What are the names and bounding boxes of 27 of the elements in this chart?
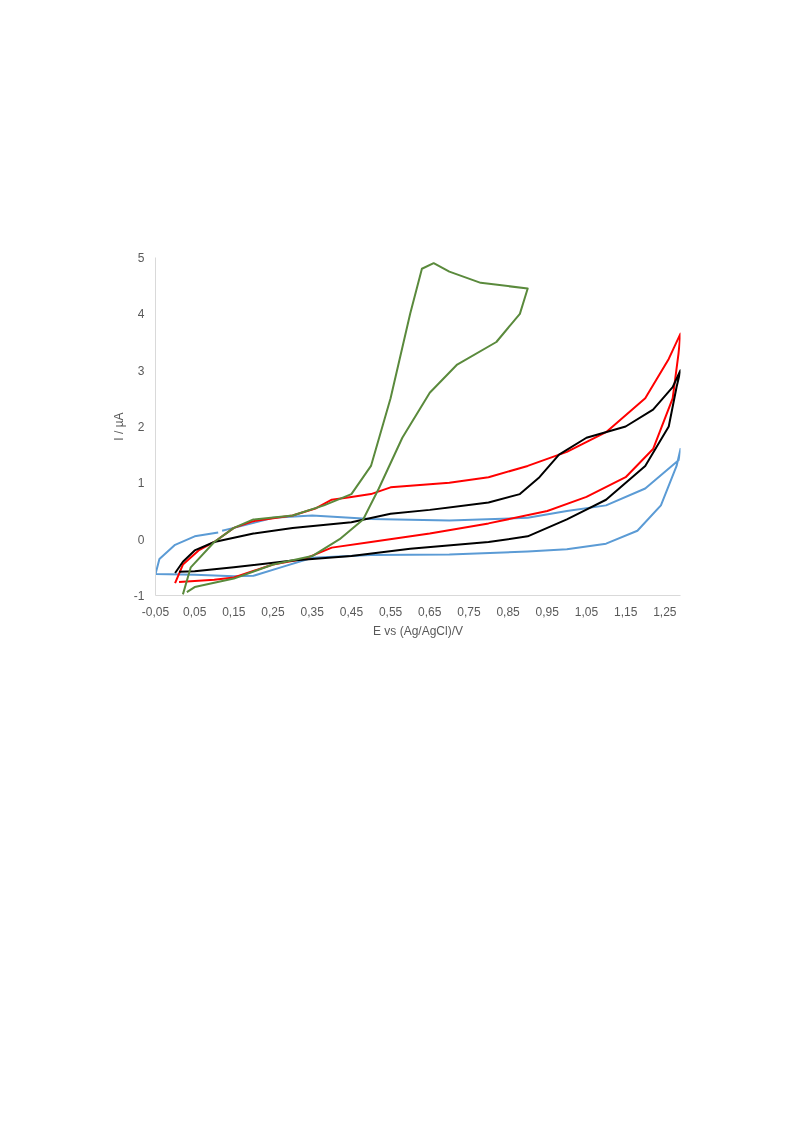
x-tick-label: -0,05 xyxy=(141,604,170,619)
y-tick-label: 5 xyxy=(137,251,145,265)
y-axis-title: I / µA xyxy=(111,412,126,441)
line-series xyxy=(181,262,529,596)
x-tick-label: 0,65 xyxy=(418,604,442,619)
x-tick-label: 0,55 xyxy=(378,604,403,619)
y-tick-label: 0 xyxy=(137,532,145,547)
x-tick-label: 0,25 xyxy=(261,604,286,619)
x-tick-label: 0,45 xyxy=(339,604,364,619)
line-series xyxy=(174,369,681,574)
x-tick-label: 0,05 xyxy=(183,604,207,619)
x-axis-title: E vs (Ag/AgCl)/V xyxy=(372,623,464,638)
x-tick-label: 1,05 xyxy=(574,604,599,619)
y-tick-label: 2 xyxy=(137,420,145,434)
x-tick-label: 0,95 xyxy=(535,604,560,619)
y-tick-label: 3 xyxy=(137,363,145,378)
x-tick-label: 1,15 xyxy=(613,604,638,619)
y-tick-label: 1 xyxy=(137,476,145,491)
line-series xyxy=(174,332,681,585)
x-tick-label: 0,15 xyxy=(222,604,246,619)
x-tick-label: 0,35 xyxy=(300,604,325,619)
x-tick-label: 0,75 xyxy=(457,604,481,619)
x-tick-label: 0,85 xyxy=(496,604,521,619)
line-series xyxy=(155,448,681,578)
y-tick-label: -1 xyxy=(133,589,145,603)
y-tick-label: 4 xyxy=(137,307,145,322)
x-tick-label: 1,25 xyxy=(653,604,677,619)
